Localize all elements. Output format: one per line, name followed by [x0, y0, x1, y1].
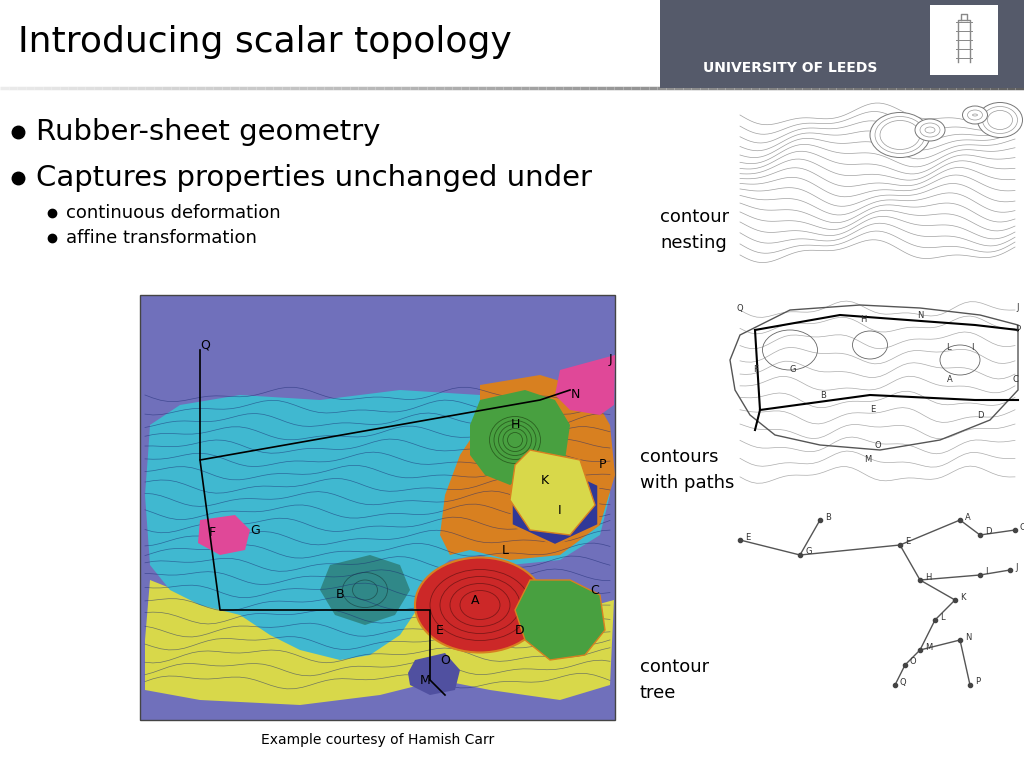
Text: continuous deformation: continuous deformation: [66, 204, 281, 222]
Text: F: F: [754, 366, 759, 375]
Polygon shape: [470, 390, 570, 485]
Text: K: K: [541, 474, 549, 486]
Text: Captures properties unchanged under: Captures properties unchanged under: [36, 164, 592, 192]
Text: Example courtesy of Hamish Carr: Example courtesy of Hamish Carr: [261, 733, 495, 747]
Text: D: D: [977, 411, 983, 419]
Text: Introducing scalar topology: Introducing scalar topology: [18, 25, 512, 59]
Ellipse shape: [915, 119, 945, 141]
Text: C: C: [1012, 376, 1018, 385]
Text: O: O: [910, 657, 916, 667]
Text: P: P: [598, 458, 606, 472]
Text: M: M: [864, 455, 871, 465]
Text: F: F: [209, 527, 216, 539]
Text: H: H: [925, 572, 932, 581]
Polygon shape: [512, 465, 598, 545]
Polygon shape: [440, 375, 615, 560]
Ellipse shape: [415, 558, 545, 653]
Text: L: L: [940, 613, 944, 621]
Polygon shape: [408, 653, 460, 695]
Text: O: O: [440, 654, 450, 667]
Text: A: A: [947, 376, 953, 385]
Text: I: I: [558, 504, 562, 517]
Text: C: C: [591, 584, 599, 597]
Text: I: I: [971, 343, 973, 352]
Text: contours
with paths: contours with paths: [640, 449, 734, 492]
Text: J: J: [1017, 303, 1019, 313]
Text: A: A: [471, 594, 479, 607]
Text: UNIVERSITY OF LEEDS: UNIVERSITY OF LEEDS: [702, 61, 878, 75]
Text: C: C: [1020, 522, 1024, 531]
Text: B: B: [825, 512, 830, 521]
Text: H: H: [510, 419, 520, 432]
Text: A: A: [965, 512, 971, 521]
Polygon shape: [515, 580, 605, 660]
Bar: [930, 5, 998, 75]
Text: Q: Q: [736, 303, 743, 313]
Text: M: M: [925, 643, 932, 651]
Text: D: D: [515, 624, 525, 637]
Text: L: L: [502, 544, 509, 557]
Text: D: D: [985, 528, 991, 537]
Text: E: E: [870, 406, 876, 415]
Text: Q: Q: [200, 339, 210, 352]
Text: G: G: [250, 524, 260, 537]
Bar: [660, 0, 1024, 88]
Text: I: I: [985, 568, 987, 577]
Ellipse shape: [870, 112, 930, 157]
Text: H: H: [860, 316, 866, 325]
Text: E: E: [905, 538, 910, 547]
Ellipse shape: [963, 106, 987, 124]
Polygon shape: [510, 450, 595, 535]
Text: O: O: [874, 441, 882, 449]
Bar: [140, 295, 615, 720]
Text: B: B: [336, 588, 344, 601]
Polygon shape: [145, 390, 610, 660]
Text: Q: Q: [900, 677, 906, 687]
Polygon shape: [555, 355, 615, 415]
Text: N: N: [965, 633, 972, 641]
Text: N: N: [570, 389, 580, 402]
Polygon shape: [198, 515, 250, 555]
Text: affine transformation: affine transformation: [66, 229, 257, 247]
Text: E: E: [436, 624, 444, 637]
Text: B: B: [820, 390, 826, 399]
Ellipse shape: [978, 102, 1023, 137]
Text: M: M: [420, 674, 430, 687]
Polygon shape: [145, 580, 614, 705]
Text: G: G: [805, 548, 811, 557]
Text: P: P: [1016, 326, 1021, 335]
Text: K: K: [961, 592, 966, 601]
Polygon shape: [319, 555, 410, 625]
Text: L: L: [946, 343, 950, 352]
Text: J: J: [1015, 562, 1018, 571]
Text: contour
tree: contour tree: [640, 658, 710, 701]
Text: G: G: [790, 366, 797, 375]
Text: P: P: [975, 677, 980, 687]
Text: N: N: [916, 310, 924, 319]
Text: Rubber-sheet geometry: Rubber-sheet geometry: [36, 118, 381, 146]
Text: J: J: [608, 353, 611, 366]
Text: contour
nesting: contour nesting: [660, 208, 729, 251]
Text: E: E: [745, 532, 751, 541]
